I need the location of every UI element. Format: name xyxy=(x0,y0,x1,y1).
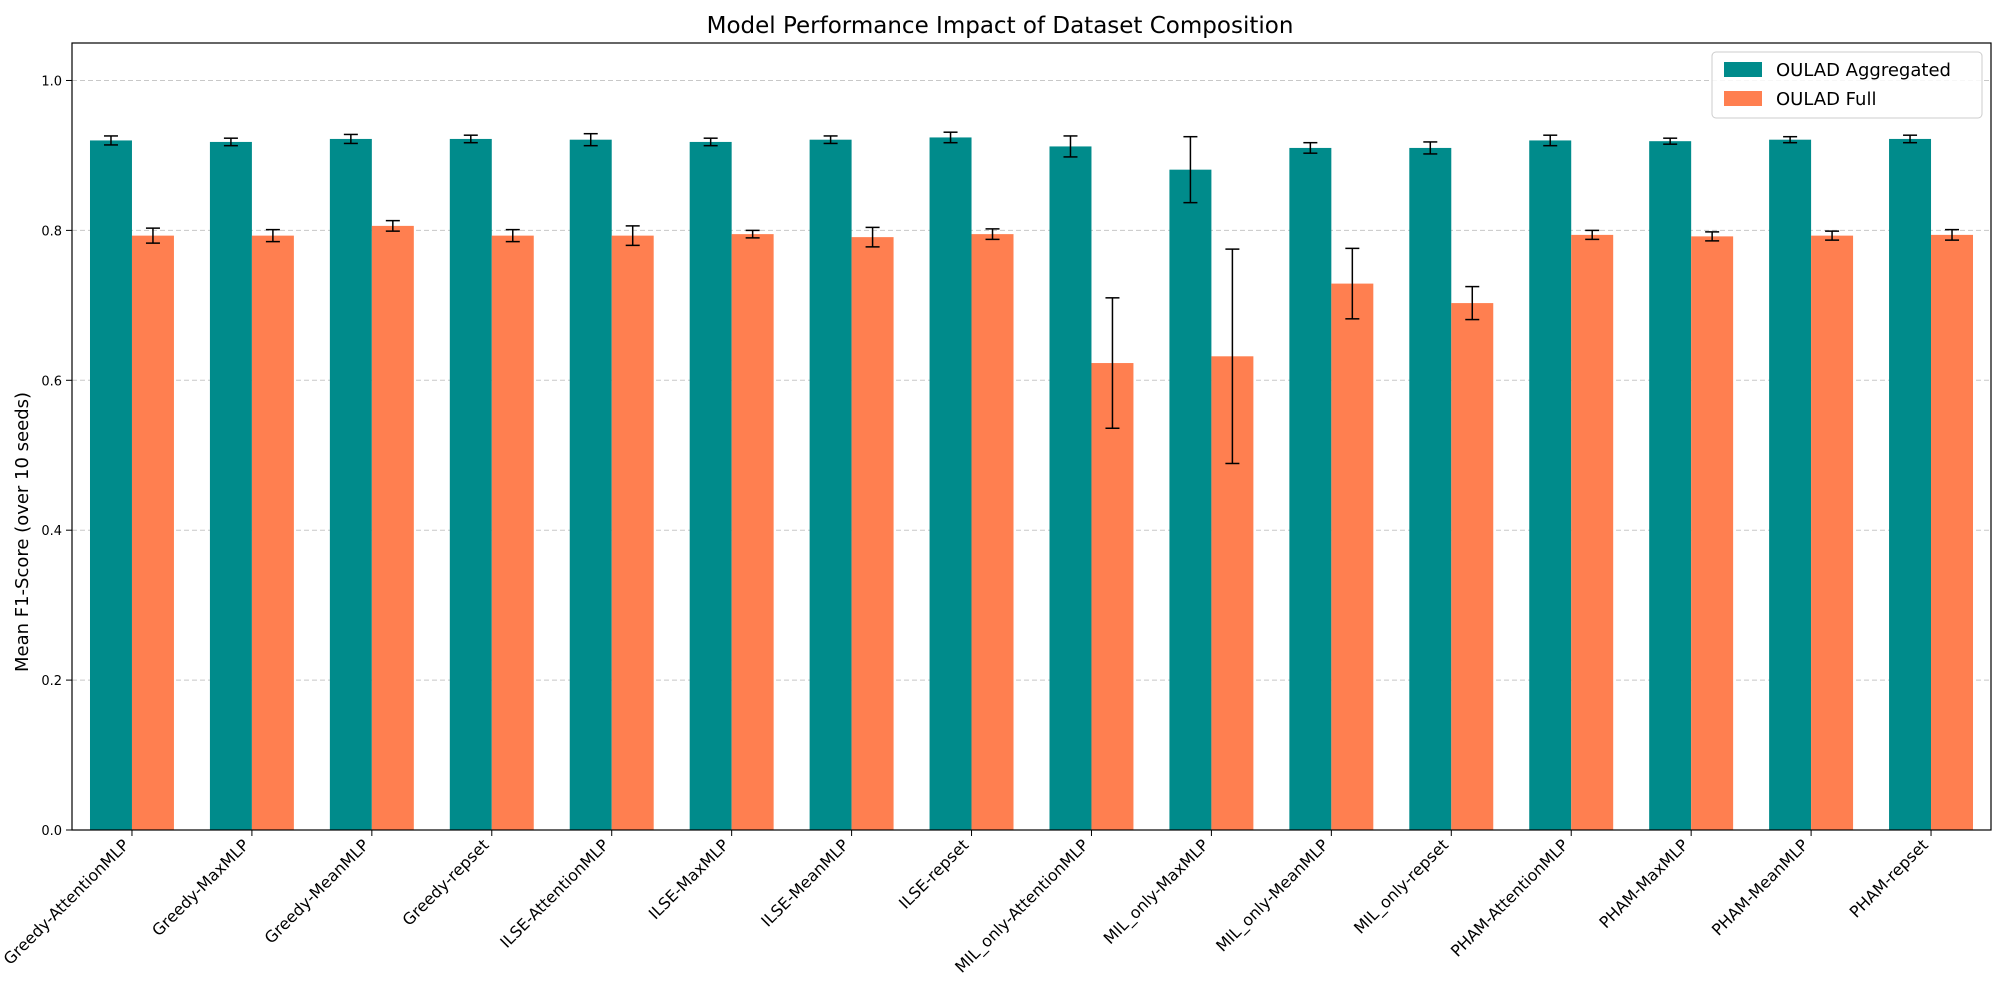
bar-aggregated xyxy=(929,137,972,830)
axes xyxy=(71,42,1992,831)
bar-full xyxy=(1571,234,1614,830)
bar-full xyxy=(1331,283,1374,830)
y-tick-label: 0.8 xyxy=(41,224,62,239)
bars xyxy=(89,137,1974,831)
y-tick-label: 0.2 xyxy=(41,674,62,689)
bar-aggregated xyxy=(1769,139,1812,830)
y-tick-label: 0.4 xyxy=(41,524,62,539)
bar-aggregated xyxy=(1889,138,1932,831)
y-ticks: 0.0 0.2 0.4 0.6 0.8 1.0 xyxy=(41,74,72,839)
bar-full xyxy=(971,234,1014,831)
legend: OULAD Aggregated OULAD Full xyxy=(1711,51,1983,119)
y-axis-label: Mean F1-Score (over 10 seeds) xyxy=(12,392,33,672)
bar-aggregated xyxy=(569,139,612,830)
bar-aggregated xyxy=(1049,146,1092,831)
plot-frame xyxy=(71,42,1992,831)
bar-aggregated xyxy=(1649,141,1692,830)
bar-aggregated xyxy=(89,140,132,830)
chart-title: Model Performance Impact of Dataset Comp… xyxy=(707,13,1294,39)
bar-full xyxy=(1451,303,1494,831)
bar-full xyxy=(1931,234,1974,830)
legend-swatch xyxy=(1724,91,1762,106)
bar-aggregated xyxy=(689,141,732,831)
bar-full xyxy=(611,235,654,830)
bar-full xyxy=(851,237,894,831)
bar-aggregated xyxy=(209,141,252,831)
error-bars xyxy=(103,131,1960,465)
legend-label: OULAD Aggregated xyxy=(1776,60,1951,81)
bar-aggregated xyxy=(1529,140,1572,830)
bar-full xyxy=(371,225,414,831)
bar-full xyxy=(1691,236,1734,830)
bar-aggregated xyxy=(449,138,492,831)
bar-aggregated xyxy=(809,139,852,830)
legend-box xyxy=(1711,51,1983,119)
bar-full xyxy=(1811,235,1854,830)
bar-full xyxy=(491,235,534,830)
bar-aggregated xyxy=(329,138,372,831)
bar-aggregated xyxy=(1409,147,1452,830)
bar-aggregated xyxy=(1289,147,1332,830)
y-tick-label: 1.0 xyxy=(41,74,62,89)
y-tick-label: 0.0 xyxy=(41,824,62,839)
bar-aggregated xyxy=(1169,169,1212,830)
bar-full xyxy=(131,235,174,830)
legend-swatch xyxy=(1724,62,1762,77)
bar-full xyxy=(251,235,294,830)
bar-full xyxy=(1091,363,1134,830)
y-tick-label: 0.6 xyxy=(41,374,62,389)
legend-label: OULAD Full xyxy=(1776,89,1876,110)
bar-full xyxy=(731,234,774,831)
